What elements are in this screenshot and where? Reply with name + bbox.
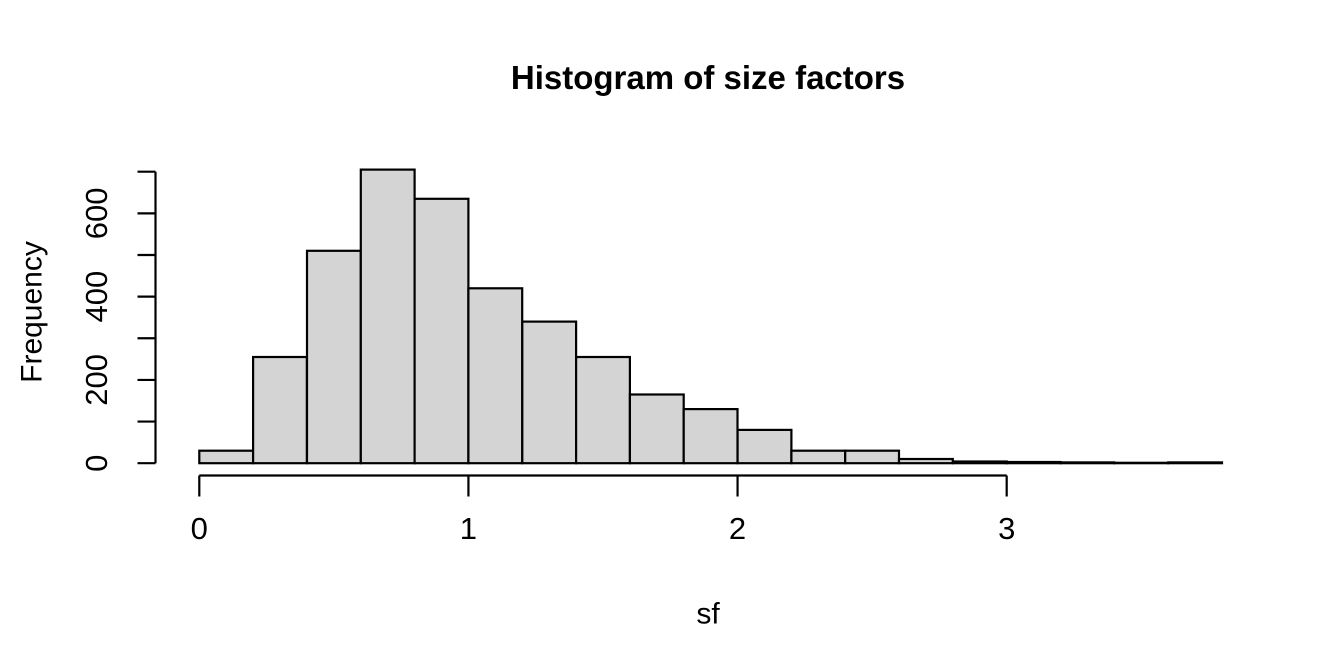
histogram-bar — [844, 449, 901, 465]
y-tick-label: 400 — [79, 271, 114, 323]
y-axis-title: Frequency — [16, 241, 49, 383]
y-tick-label: 600 — [79, 187, 114, 239]
histogram-bars — [198, 168, 1224, 465]
x-tick-label: 3 — [998, 511, 1015, 546]
x-axis: 0 1 2 3 — [191, 474, 1015, 546]
histogram-bar — [628, 393, 685, 465]
histogram-bar — [574, 355, 631, 465]
histogram-bar — [736, 428, 793, 465]
chart-title: Histogram of size factors — [511, 59, 905, 96]
histogram-bar — [897, 457, 954, 465]
histogram-bar — [413, 197, 470, 465]
histogram-bar — [951, 460, 1008, 465]
y-tick-label: 0 — [79, 455, 114, 472]
histogram-bar — [252, 355, 309, 465]
histogram-bar — [198, 449, 255, 465]
y-axis: 0 200 400 600 — [79, 170, 157, 472]
histogram-bar — [1167, 461, 1224, 465]
histogram-bar — [682, 408, 739, 465]
histogram-bar — [1005, 460, 1062, 465]
histogram-bar — [1059, 461, 1116, 465]
y-tick-label: 200 — [79, 354, 114, 406]
histogram-bar — [790, 449, 847, 465]
x-axis-title: sf — [696, 597, 720, 630]
x-tick-label: 0 — [191, 511, 208, 546]
x-tick-label: 1 — [460, 511, 477, 546]
histogram-bar — [359, 168, 416, 465]
x-tick-label: 2 — [729, 511, 746, 546]
histogram-bar — [521, 320, 578, 465]
histogram-bar — [467, 287, 524, 465]
histogram-bar — [305, 249, 362, 465]
